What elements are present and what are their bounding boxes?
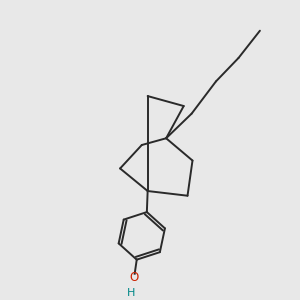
Text: O: O	[129, 271, 138, 284]
Text: H: H	[127, 288, 135, 298]
